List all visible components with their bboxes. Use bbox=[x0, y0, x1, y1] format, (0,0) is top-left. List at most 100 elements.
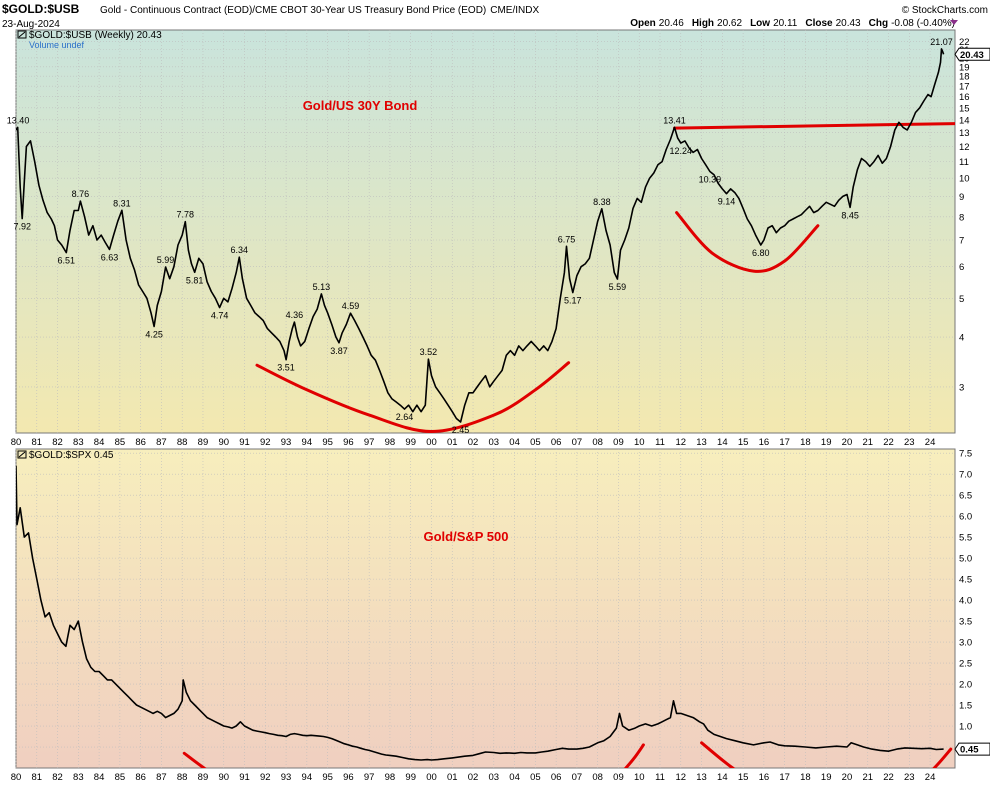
x-tick-label: 24 bbox=[925, 772, 936, 783]
y-tick-label: 11 bbox=[959, 157, 969, 168]
y-tick-label: 2.5 bbox=[959, 659, 972, 670]
y-tick-label: 5.5 bbox=[959, 533, 972, 544]
x-tick-label: 18 bbox=[800, 437, 811, 448]
x-tick-label: 01 bbox=[447, 437, 458, 448]
price-line bbox=[16, 48, 945, 423]
x-tick-label: 91 bbox=[239, 437, 250, 448]
y-tick-label: 4.5 bbox=[959, 575, 972, 586]
x-tick-label: 05 bbox=[530, 772, 541, 783]
x-tick-label: 95 bbox=[322, 437, 333, 448]
y-tick-label: 8 bbox=[959, 212, 964, 223]
panel-top-x-axis: 80 81 82 83 84 85 86 87 88 89 90 91 92 93 94 95 96 97 98 99… bbox=[11, 437, 936, 448]
legend-swatch-icon bbox=[17, 450, 27, 459]
panel-bottom-series bbox=[16, 465, 944, 761]
y-tick-label: 7 bbox=[959, 236, 964, 247]
y-tick-label: 9 bbox=[959, 192, 964, 203]
last-value-label: 20.43 bbox=[960, 50, 984, 61]
x-tick-label: 93 bbox=[281, 772, 292, 783]
y-tick-label: 2.0 bbox=[959, 680, 972, 691]
red-arc-overlay bbox=[182, 751, 207, 768]
y-tick-label: 22 bbox=[959, 37, 970, 48]
y-tick-label: 6 bbox=[959, 262, 964, 273]
red-arc-overlay bbox=[932, 747, 953, 768]
x-tick-label: 20 bbox=[842, 772, 853, 783]
x-tick-label: 81 bbox=[31, 437, 42, 448]
x-tick-label: 16 bbox=[759, 437, 770, 448]
stockcharts-watermark: © StockCharts.com bbox=[902, 5, 988, 16]
x-tick-label: 15 bbox=[738, 772, 749, 783]
price-annotation: 5.17 bbox=[564, 296, 582, 306]
price-annotation: 4.36 bbox=[286, 310, 304, 320]
panel-bottom-y-axis: 0.51.01.52.02.53.03.54.04.55.05.56.06.57… bbox=[15, 449, 972, 768]
x-tick-label: 21 bbox=[862, 437, 873, 448]
panel-bottom-x-axis: 80 81 82 83 84 85 86 87 88 89 90 91 92 93 94 95 96 97 98 99… bbox=[11, 772, 936, 783]
x-tick-label: 08 bbox=[592, 772, 603, 783]
last-value-box bbox=[954, 742, 990, 756]
x-tick-label: 82 bbox=[52, 772, 63, 783]
price-annotation: 6.80 bbox=[752, 248, 770, 258]
x-tick-label: 23 bbox=[904, 772, 915, 783]
y-tick-label: 10 bbox=[959, 174, 970, 185]
x-tick-label: 04 bbox=[509, 772, 520, 783]
x-tick-label: 13 bbox=[696, 772, 707, 783]
x-tick-label: 80 bbox=[11, 437, 22, 448]
y-tick-label: 6.0 bbox=[959, 512, 972, 523]
x-tick-label: 89 bbox=[198, 437, 209, 448]
price-annotation: 5.13 bbox=[313, 282, 331, 292]
x-tick-label: 20 bbox=[842, 437, 853, 448]
x-tick-label: 24 bbox=[925, 437, 936, 448]
y-tick-label: 1.0 bbox=[959, 722, 972, 733]
y-tick-label: 16 bbox=[959, 92, 970, 103]
x-tick-label: 21 bbox=[862, 772, 873, 783]
x-tick-label: 02 bbox=[468, 437, 479, 448]
y-tick-label: 18 bbox=[959, 72, 970, 83]
panel-bottom-title: Gold/S&P 500 bbox=[423, 529, 508, 544]
chart-date: 23-Aug-2024 bbox=[2, 19, 60, 30]
panel-bottom-legend: $GOLD:$SPX 0.45 bbox=[29, 450, 114, 461]
x-tick-label: 92 bbox=[260, 437, 271, 448]
x-tick-label: 13 bbox=[696, 437, 707, 448]
y-tick-label: 7.5 bbox=[959, 449, 972, 460]
symbol-title: $GOLD:$USB bbox=[2, 2, 80, 16]
x-tick-label: 90 bbox=[218, 437, 229, 448]
panel-bottom-plot-area bbox=[15, 448, 956, 769]
x-tick-label: 11 bbox=[655, 437, 665, 448]
x-tick-label: 91 bbox=[239, 772, 250, 783]
panel-top-plot-area bbox=[15, 29, 956, 434]
price-annotation: 3.52 bbox=[420, 347, 438, 357]
x-tick-label: 12 bbox=[675, 437, 686, 448]
y-tick-label: 5 bbox=[959, 294, 964, 305]
x-tick-label: 85 bbox=[115, 437, 126, 448]
x-tick-label: 84 bbox=[94, 437, 105, 448]
x-tick-label: 10 bbox=[634, 437, 645, 448]
x-tick-label: 87 bbox=[156, 772, 167, 783]
x-tick-label: 19 bbox=[821, 772, 832, 783]
x-tick-label: 06 bbox=[551, 772, 562, 783]
x-tick-label: 16 bbox=[759, 772, 770, 783]
panel-top-legend: $GOLD:$USB (Weekly) 20.43 bbox=[29, 30, 162, 41]
last-value-label: 0.45 bbox=[960, 745, 979, 756]
price-annotation: 9.14 bbox=[718, 197, 736, 207]
red-arc-overlay bbox=[700, 741, 736, 768]
price-annotation: 6.75 bbox=[558, 234, 576, 244]
panel-gold-spx: 0.51.01.52.02.53.03.54.04.55.05.56.06.57… bbox=[11, 448, 990, 783]
price-annotation: 13.41 bbox=[663, 115, 686, 125]
price-annotation: 8.76 bbox=[72, 189, 90, 199]
panel-bottom-last-value-box: 0.45 bbox=[954, 742, 990, 756]
x-tick-label: 93 bbox=[281, 437, 292, 448]
y-tick-label: 14 bbox=[959, 115, 970, 126]
x-tick-label: 11 bbox=[655, 772, 665, 783]
x-tick-label: 88 bbox=[177, 772, 188, 783]
x-tick-label: 89 bbox=[198, 772, 209, 783]
panel-top-title: Gold/US 30Y Bond bbox=[303, 98, 418, 113]
x-tick-label: 96 bbox=[343, 437, 354, 448]
x-tick-label: 02 bbox=[468, 772, 479, 783]
price-annotation: 6.63 bbox=[101, 252, 119, 262]
price-annotation: 10.39 bbox=[699, 175, 722, 185]
symbol-description: Gold - Continuous Contract (EOD)/CME CBO… bbox=[100, 5, 539, 16]
x-tick-label: 97 bbox=[364, 437, 375, 448]
x-tick-label: 23 bbox=[904, 437, 915, 448]
price-annotation: 2.64 bbox=[396, 412, 414, 422]
x-tick-label: 98 bbox=[385, 437, 396, 448]
